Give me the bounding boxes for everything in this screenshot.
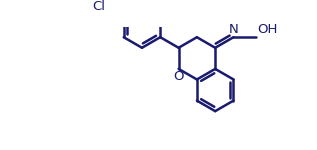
Text: Cl: Cl xyxy=(92,0,105,13)
Text: O: O xyxy=(173,70,184,83)
Text: N: N xyxy=(229,23,238,36)
Text: OH: OH xyxy=(257,23,277,36)
